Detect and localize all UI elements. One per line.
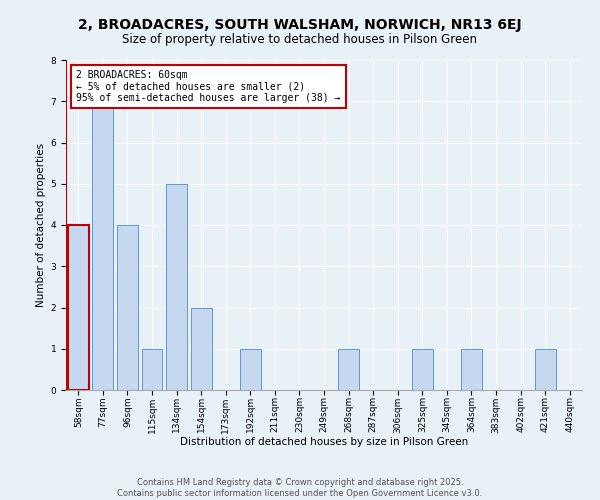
- Bar: [535, 349, 556, 390]
- Text: Contains HM Land Registry data © Crown copyright and database right 2025.
Contai: Contains HM Land Registry data © Crown c…: [118, 478, 482, 498]
- Bar: [240, 349, 261, 390]
- Text: Size of property relative to detached houses in Pilson Green: Size of property relative to detached ho…: [122, 32, 478, 46]
- Bar: [461, 349, 482, 390]
- Text: 2 BROADACRES: 60sqm
← 5% of detached houses are smaller (2)
95% of semi-detached: 2 BROADACRES: 60sqm ← 5% of detached hou…: [76, 70, 341, 103]
- Text: 2, BROADACRES, SOUTH WALSHAM, NORWICH, NR13 6EJ: 2, BROADACRES, SOUTH WALSHAM, NORWICH, N…: [78, 18, 522, 32]
- Bar: [117, 225, 138, 390]
- Bar: [142, 349, 163, 390]
- Bar: [338, 349, 359, 390]
- Bar: [92, 101, 113, 390]
- Bar: [68, 225, 89, 390]
- Bar: [166, 184, 187, 390]
- X-axis label: Distribution of detached houses by size in Pilson Green: Distribution of detached houses by size …: [180, 437, 468, 447]
- Y-axis label: Number of detached properties: Number of detached properties: [37, 143, 46, 307]
- Bar: [412, 349, 433, 390]
- Bar: [191, 308, 212, 390]
